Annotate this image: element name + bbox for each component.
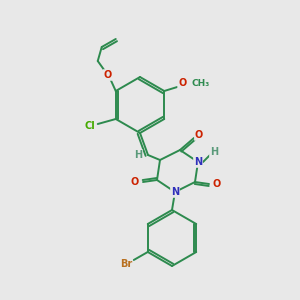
Text: CH₃: CH₃ <box>191 79 209 88</box>
Text: H: H <box>210 147 218 157</box>
Text: Cl: Cl <box>84 121 95 131</box>
Text: O: O <box>213 179 221 189</box>
Text: O: O <box>103 70 112 80</box>
Text: O: O <box>195 130 203 140</box>
Text: Br: Br <box>120 259 132 269</box>
Text: N: N <box>171 187 179 197</box>
Text: O: O <box>178 78 186 88</box>
Text: H: H <box>134 150 142 160</box>
Text: O: O <box>131 177 139 187</box>
Text: N: N <box>194 157 202 167</box>
